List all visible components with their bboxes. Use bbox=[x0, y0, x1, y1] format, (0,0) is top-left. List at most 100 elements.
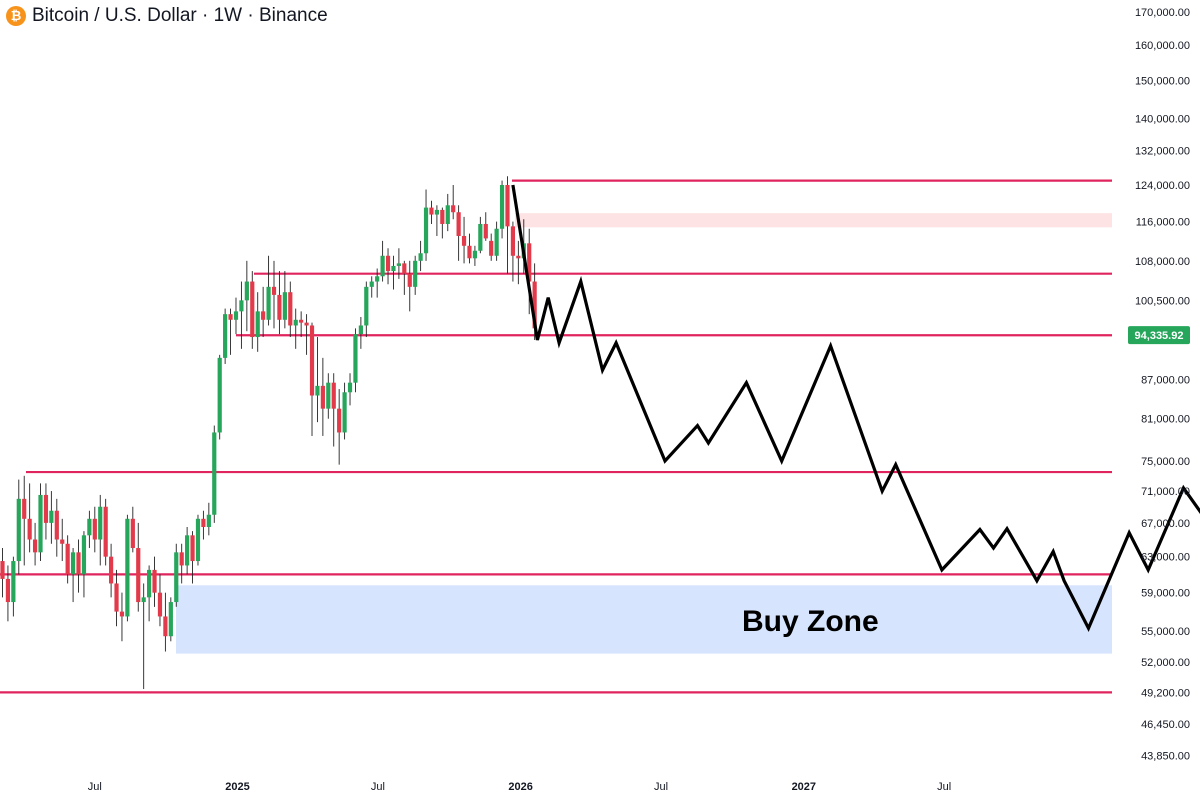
projection-layer bbox=[511, 184, 1200, 632]
candle-up bbox=[353, 328, 358, 393]
candle-up bbox=[81, 531, 87, 598]
x-tick-label: Jul bbox=[88, 781, 102, 793]
candle-body bbox=[532, 281, 537, 329]
candle-up bbox=[369, 276, 374, 298]
candle-body bbox=[233, 311, 239, 320]
candle-body bbox=[271, 286, 277, 295]
candle-body bbox=[217, 357, 222, 433]
candle-body bbox=[27, 518, 32, 540]
candle-up bbox=[391, 255, 396, 290]
candle-down bbox=[407, 260, 412, 312]
levels-layer bbox=[0, 179, 1112, 694]
candle-body bbox=[136, 548, 141, 603]
y-tick-label: 59,000.00 bbox=[1141, 588, 1190, 600]
candle-body bbox=[190, 535, 195, 562]
y-tick-label: 75,000.00 bbox=[1141, 456, 1190, 468]
candle-down bbox=[114, 569, 119, 627]
candle-down bbox=[510, 221, 516, 282]
candle-body bbox=[505, 185, 510, 227]
candle-body bbox=[413, 260, 418, 287]
candle-up bbox=[472, 245, 478, 266]
candle-down bbox=[65, 535, 70, 584]
bitcoin-icon: ₿ bbox=[6, 6, 26, 26]
candle-body bbox=[402, 263, 407, 274]
candle-body bbox=[527, 243, 532, 282]
current-price-label: 94,335.92 bbox=[1135, 330, 1184, 342]
candle-body bbox=[347, 382, 353, 393]
candle-up bbox=[347, 373, 353, 406]
candle-down bbox=[201, 510, 206, 540]
candle-body bbox=[489, 240, 494, 256]
y-tick-label: 52,000.00 bbox=[1141, 657, 1190, 669]
x-tick-label: 2025 bbox=[225, 781, 249, 793]
y-tick-label: 140,000.00 bbox=[1135, 113, 1190, 125]
candle-up bbox=[413, 255, 418, 295]
candle-up bbox=[206, 502, 211, 536]
candle-body bbox=[467, 245, 472, 259]
candle-down bbox=[163, 592, 168, 652]
candle-body bbox=[239, 300, 244, 312]
candle-down bbox=[385, 248, 391, 285]
candle-down bbox=[136, 522, 141, 612]
candle-body bbox=[326, 382, 331, 409]
candle-body bbox=[353, 334, 358, 383]
candle-body bbox=[494, 228, 499, 256]
candle-up bbox=[38, 483, 43, 562]
candle-body bbox=[38, 494, 43, 553]
candle-body bbox=[516, 255, 521, 259]
candle-body bbox=[391, 265, 396, 272]
candle-down bbox=[489, 233, 494, 261]
candle-up bbox=[98, 494, 103, 566]
candle-body bbox=[445, 205, 450, 224]
candle-body bbox=[49, 510, 54, 523]
candle-up bbox=[233, 297, 239, 335]
candle-body bbox=[0, 561, 5, 579]
candle-down bbox=[440, 207, 445, 239]
candle-down bbox=[5, 565, 11, 622]
candle-up bbox=[195, 514, 201, 566]
candle-up bbox=[423, 189, 429, 261]
candle-down bbox=[483, 212, 488, 241]
candle-up bbox=[212, 425, 217, 523]
candle-down bbox=[527, 228, 532, 315]
candle-body bbox=[152, 569, 157, 593]
candle-down bbox=[103, 498, 108, 566]
candle-body bbox=[16, 498, 21, 562]
candle-body bbox=[109, 556, 114, 584]
candle-body bbox=[331, 382, 336, 409]
candle-down bbox=[92, 506, 97, 553]
candle-up bbox=[418, 240, 423, 272]
candle-down bbox=[505, 176, 510, 274]
candle-down bbox=[277, 271, 282, 335]
y-tick-label: 55,000.00 bbox=[1141, 626, 1190, 638]
candle-up bbox=[239, 281, 244, 349]
candle-down bbox=[331, 373, 336, 447]
candle-body bbox=[141, 597, 146, 603]
candle-down bbox=[54, 498, 59, 557]
y-tick-label: 81,000.00 bbox=[1141, 414, 1190, 426]
candle-up bbox=[174, 543, 179, 607]
candle-body bbox=[76, 552, 81, 575]
candle-down bbox=[337, 389, 342, 465]
candle-down bbox=[32, 522, 38, 566]
zones-layer bbox=[176, 213, 1112, 654]
candle-down bbox=[304, 314, 309, 355]
y-tick-label: 108,000.00 bbox=[1135, 256, 1190, 268]
candle-up bbox=[499, 180, 505, 239]
candle-body bbox=[510, 226, 516, 256]
candle-body bbox=[304, 322, 309, 326]
resistance-zone-area bbox=[515, 213, 1112, 228]
candle-down bbox=[456, 205, 461, 261]
candle-up bbox=[266, 255, 271, 326]
candle-up bbox=[342, 382, 347, 440]
candle-body bbox=[315, 385, 320, 396]
candle-body bbox=[250, 281, 255, 338]
candle-up bbox=[326, 373, 331, 419]
projection-path bbox=[511, 184, 1200, 632]
candle-down bbox=[130, 506, 135, 553]
candle-up bbox=[244, 260, 249, 332]
x-axis: Jul 2025 Jul 2026 Jul 2027 Jul bbox=[88, 781, 951, 793]
candle-body bbox=[358, 325, 363, 335]
candle-body bbox=[369, 281, 374, 287]
